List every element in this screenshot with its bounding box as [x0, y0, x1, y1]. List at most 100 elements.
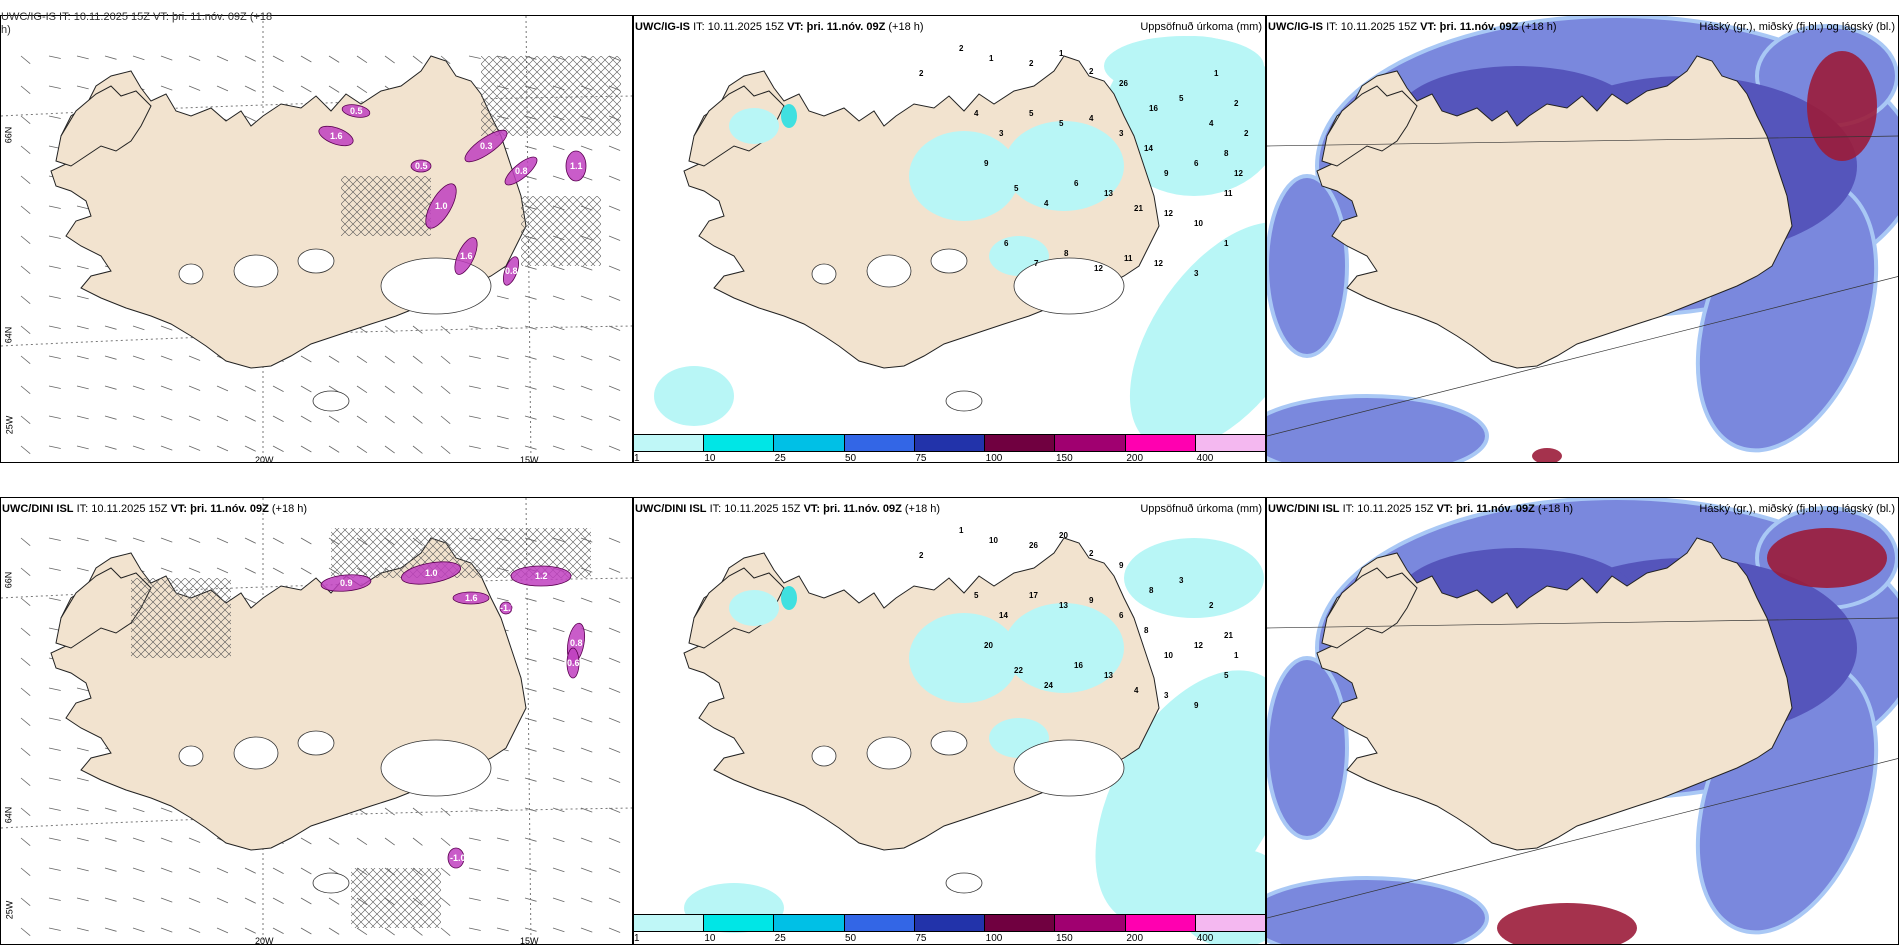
panel-precip-bottom: 2 1 10 26 20 2 9 8 3 2 5 14 17 13 9 6 8 10 12 21 20 22 24 16 13 4… — [633, 497, 1266, 945]
map-precip-bottom: 2110262029832514171396810122120222416134… — [634, 518, 1265, 944]
colorbar-bin-4 — [914, 435, 986, 451]
colorbar-tick-8: 400 — [1196, 933, 1214, 944]
axis-lat-66-bottom: 66N — [3, 571, 14, 589]
svg-precip-top-land-rain-0 — [729, 108, 779, 144]
svg-wind-bottom-barb-153 — [608, 717, 621, 723]
svg-wind-top-barb-111 — [48, 205, 61, 209]
svg-wind-top-barb-231 — [328, 355, 340, 363]
svg-precip-bottom-land-rain-0 — [729, 590, 779, 626]
colorbar-bin-0 — [634, 435, 705, 451]
svg-wind-top-barb-33 — [328, 85, 340, 93]
svg-wind-top-barb-235 — [440, 355, 451, 365]
svg-wind-top-barb-284 — [580, 415, 593, 421]
svg-wind-top-barb-291 — [160, 445, 173, 451]
svg-wind-top-barb-107 — [552, 175, 565, 181]
svg-wind-bottom-barb-218 — [580, 807, 593, 813]
colorbar-bin-2 — [774, 435, 845, 451]
svg-wind-top-barb-196 — [580, 295, 593, 301]
title-precip-top: UWC/IG-IS IT: 10.11.2025 15Z VT: þri. 11… — [635, 21, 924, 33]
svg-wind-top-barb-2 — [76, 55, 89, 60]
svg-wind-bottom-barb-129 — [552, 687, 565, 693]
svg-wind-bottom-barb-250 — [244, 867, 256, 874]
svg-precip-top-amount-18: 6 — [1194, 159, 1199, 168]
svg-wind-top-barb-242 — [20, 385, 31, 395]
title-wind-bottom: UWC/DINI ISL IT: 10.11.2025 15Z VT: þri.… — [2, 503, 308, 515]
svg-wind-top-barb-27 — [160, 85, 173, 91]
svg-wind-top-barb-262 — [580, 385, 593, 391]
svg-wind-top-barb-266 — [76, 415, 89, 420]
svg-wind-top-barb-218 — [580, 325, 593, 331]
svg-cloud-bottom-cloud-4 — [1267, 656, 1349, 840]
svg-wind-bottom-barb-44 — [20, 597, 31, 607]
svg-precip-top-rain-3 — [1104, 36, 1264, 96]
svg-cloud-bottom-iceland — [1316, 537, 1793, 851]
svg-wind-bottom-barb-195 — [552, 777, 565, 783]
svg-wind-top-barb-273 — [272, 415, 284, 422]
title-wind-top: UWC/IG-IS IT: 10.11.2025 15Z VT: þri. 11… — [1, 11, 273, 36]
svg-precip-top-amount-24: 13 — [1104, 189, 1113, 198]
svg-precip-top-amount-22: 4 — [1044, 199, 1049, 208]
svg-cloud-bottom-cloud-2 — [1267, 876, 1489, 944]
svg-precip-bottom-amount-8: 3 — [1179, 576, 1184, 585]
svg-wind-bottom-barb-85 — [552, 627, 565, 633]
colorbar-bin-8 — [1195, 915, 1265, 931]
svg-wind-top-barb-246 — [132, 385, 145, 391]
svg-wind-bottom-barb-281 — [496, 897, 509, 902]
svg-wind-top-barb-201 — [104, 325, 117, 330]
svg-wind-bottom-barb-268 — [132, 897, 145, 903]
svg-cloud-bottom-meridian-1 — [1267, 617, 1898, 629]
svg-precip-bottom-amount-7: 8 — [1149, 586, 1154, 595]
svg-wind-bottom-barb-231 — [328, 837, 340, 845]
colorbar-tick-6: 150 — [1056, 933, 1073, 944]
svg-wind-bottom-lat-64 — [1, 807, 632, 829]
svg-wind-bottom-barb-302 — [468, 927, 481, 931]
svg-wind-bottom-barb-270 — [188, 897, 201, 903]
colorbar-top — [633, 434, 1266, 452]
colorbar-tick-5: 100 — [985, 933, 1003, 944]
svg-wind-bottom-barb-226 — [188, 837, 201, 843]
svg-wind-top-precip-blob-1 — [341, 104, 371, 118]
svg-wind-top-barb-251 — [272, 385, 284, 392]
svg-wind-top-barb-289 — [104, 445, 117, 450]
colorbar-tick-0: 1 — [634, 453, 640, 464]
svg-wind-top-barb-217 — [552, 325, 565, 331]
svg-wind-top-barb-249 — [216, 385, 229, 392]
svg-wind-top-glacier-1 — [297, 248, 335, 274]
svg-wind-bottom-barb-202 — [132, 807, 145, 813]
svg-wind-top-barb-303 — [496, 445, 509, 450]
svg-precip-bottom-amount-0: 2 — [919, 551, 924, 560]
svg-wind-top-barb-174 — [580, 265, 593, 271]
svg-precip-top-land-rain-1 — [909, 131, 1019, 221]
axis-lon-20-bottom: 20W — [255, 936, 274, 946]
svg-wind-top-precip-blob-0 — [318, 125, 354, 147]
svg-wind-bottom-barb-238 — [524, 837, 537, 842]
colorbar-bottom — [633, 914, 1266, 932]
colorbar-tick-3: 50 — [845, 453, 857, 464]
svg-wind-top-barb-280 — [468, 415, 481, 419]
svg-wind-bottom-barb-237 — [496, 837, 509, 842]
svg-wind-bottom-barb-10 — [300, 537, 312, 545]
svg-precip-bottom-amount-3: 26 — [1029, 541, 1038, 550]
svg-wind-bottom-barb-258 — [468, 867, 481, 871]
svg-wind-top-barb-14 — [412, 55, 423, 64]
svg-wind-bottom-hatch-2 — [351, 868, 441, 928]
svg-wind-top-barb-306 — [580, 445, 593, 451]
svg-wind-bottom-barb-212 — [412, 807, 423, 816]
svg-wind-top-barb-194 — [524, 295, 537, 300]
svg-wind-top-glacier-0 — [233, 254, 279, 288]
svg-precip-top-amount-26: 12 — [1164, 209, 1173, 218]
svg-precip-bottom-amount-18: 12 — [1194, 641, 1203, 650]
svg-wind-top-barb-261 — [552, 385, 565, 391]
svg-wind-bottom-barb-32 — [300, 567, 312, 575]
svg-wind-bottom-barb-289 — [104, 927, 117, 932]
svg-wind-top-barb-245 — [104, 385, 117, 390]
svg-wind-top-barb-243 — [48, 385, 61, 389]
svg-precip-bottom-amount-9: 2 — [1209, 601, 1214, 610]
panel-wind-top: 1.6 0.5 0.3 0.8 1.0 1.6 0.8 0.5 1.1 — [0, 15, 633, 463]
svg-wind-bottom-barb-221 — [48, 837, 61, 841]
colorbar-bin-8 — [1195, 435, 1265, 451]
svg-precip-top-rain-2 — [654, 366, 734, 426]
svg-wind-top-barb-279 — [440, 415, 451, 425]
svg-wind-bottom-barb-27 — [160, 567, 173, 573]
svg-cloud-top-meridian-2 — [1267, 276, 1898, 437]
